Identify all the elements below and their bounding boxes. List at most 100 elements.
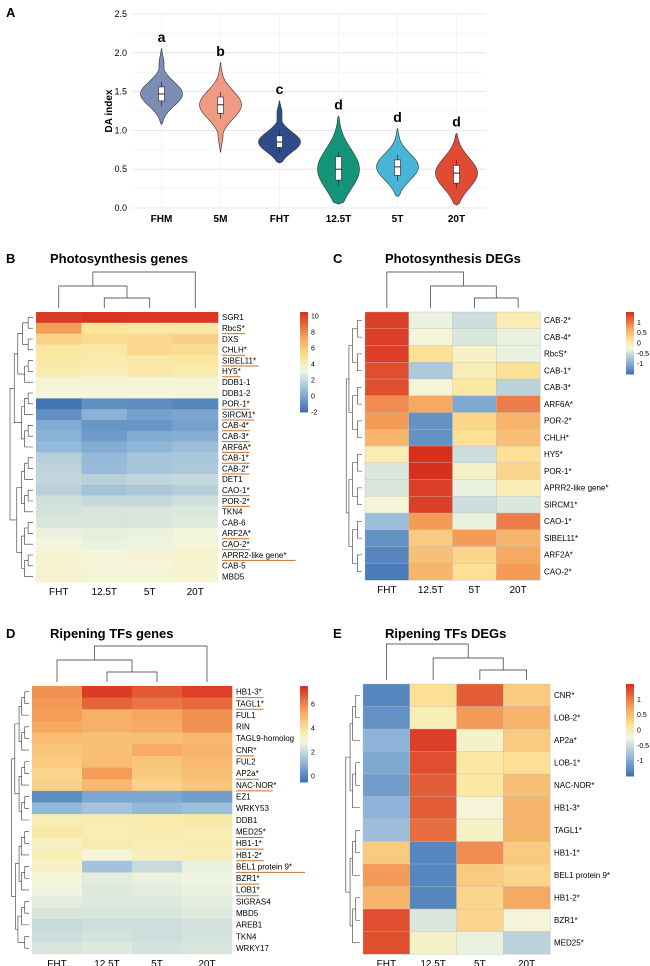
heatmap-cell (127, 549, 173, 561)
heatmap-cell (36, 398, 82, 410)
heatmap-cell (409, 886, 457, 910)
heatmap-cell (362, 931, 411, 955)
heatmap-cell (364, 445, 410, 464)
row-label: CAO-1* (222, 486, 250, 495)
heatmap-cell (408, 429, 453, 447)
heatmap-cell (127, 538, 173, 550)
panel-label-b: B (6, 251, 15, 266)
row-label: HB1-1* (236, 839, 262, 848)
legend-gradient (626, 329, 634, 332)
heatmap-cell (132, 849, 183, 862)
legend-tick-label: 10 (311, 314, 319, 321)
heatmap-cell (32, 709, 83, 722)
heatmap-cell (81, 495, 128, 507)
row-dendrogram (348, 345, 353, 413)
legend-gradient (626, 316, 634, 319)
heatmap-cell (503, 706, 551, 730)
heatmap-cell (496, 362, 541, 380)
heatmap-cell (82, 825, 133, 838)
row-dendrogram (27, 338, 33, 351)
heatmap-cell (82, 686, 133, 698)
legend-gradient (300, 312, 308, 315)
y-tick-label: 1.5 (114, 87, 127, 97)
heatmap-cell (127, 355, 173, 367)
legend-gradient (300, 741, 308, 745)
heatmap-cell (362, 773, 411, 797)
heatmap-cell (456, 773, 504, 797)
heatmap-cell (81, 398, 128, 410)
heatmap-cell (81, 344, 128, 356)
heatmap-title-c: Photosynthesis DEGs (385, 251, 521, 266)
heatmap-cell (172, 409, 219, 421)
heatmap-cell (32, 767, 83, 780)
legend-gradient (300, 767, 308, 771)
row-label: CAB-2* (222, 464, 249, 473)
legend-gradient (300, 705, 308, 709)
legend-gradient (300, 690, 308, 694)
heatmap-cell (456, 706, 504, 730)
row-dendrogram (27, 360, 33, 372)
legend-gradient (300, 354, 308, 358)
row-label: CHLH* (222, 346, 247, 355)
row-label: HB1-2* (236, 851, 262, 860)
legend-gradient (626, 766, 634, 770)
heatmap-cell (182, 767, 233, 780)
legend-gradient (300, 392, 308, 395)
heatmap-cell (36, 549, 82, 561)
row-label: WRKY53 (236, 804, 269, 813)
row-label: POR-2* (544, 417, 572, 426)
box-12.5T (335, 156, 342, 181)
heatmap-cell (172, 322, 219, 334)
heatmap-cell (182, 860, 233, 873)
heatmap-cell (503, 886, 551, 910)
row-label: POR-1* (544, 467, 572, 476)
significance-letter: b (216, 43, 225, 59)
heatmap-cell (496, 563, 541, 581)
heatmap-cell (32, 802, 83, 815)
heatmap-cell (182, 779, 233, 792)
heatmap-cell (172, 376, 219, 388)
heatmap-cell (127, 409, 173, 421)
row-label: HB1-1* (554, 849, 580, 858)
legend-gradient (626, 748, 634, 752)
heatmap-cell (452, 445, 497, 464)
heatmap-cell (32, 872, 83, 885)
heatmap-cell (127, 452, 173, 464)
legend-gradient (300, 698, 308, 701)
row-label: LOB-2* (554, 714, 580, 723)
row-label: SGR1 (222, 313, 244, 322)
legend-gradient (626, 769, 634, 772)
row-label: SIBEL11* (222, 356, 256, 365)
heatmap-cell (456, 728, 504, 752)
heatmap-cell (456, 886, 504, 910)
legend-gradient (626, 352, 634, 355)
row-dendrogram (27, 457, 33, 469)
heatmap-cell (452, 345, 497, 363)
heatmap-cell (32, 907, 83, 920)
legend-gradient (626, 330, 634, 333)
row-dendrogram (14, 723, 20, 795)
heatmap-cell (32, 686, 83, 698)
heatmap-cell (81, 376, 128, 388)
legend-gradient (626, 353, 634, 356)
legend-gradient (300, 750, 308, 754)
legend-gradient (300, 719, 308, 723)
heatmap-cell (364, 462, 410, 480)
heatmap-cell (172, 441, 219, 453)
legend-gradient (300, 717, 308, 721)
heatmap-cell (364, 412, 410, 430)
heatmap-cell (172, 528, 219, 540)
legend-gradient (300, 349, 308, 353)
row-dendrogram (355, 762, 360, 786)
legend-gradient (626, 344, 634, 347)
legend-gradient (300, 347, 308, 350)
row-dendrogram (24, 527, 33, 545)
legend-gradient (300, 753, 308, 757)
heatmap-cell (32, 884, 83, 897)
heatmap-cell (452, 395, 497, 413)
legend-gradient (300, 762, 308, 766)
significance-letter: d (393, 109, 402, 125)
legend-gradient (626, 764, 634, 768)
row-label: ARF6A* (544, 400, 573, 409)
row-label: TAGL1* (236, 699, 264, 708)
